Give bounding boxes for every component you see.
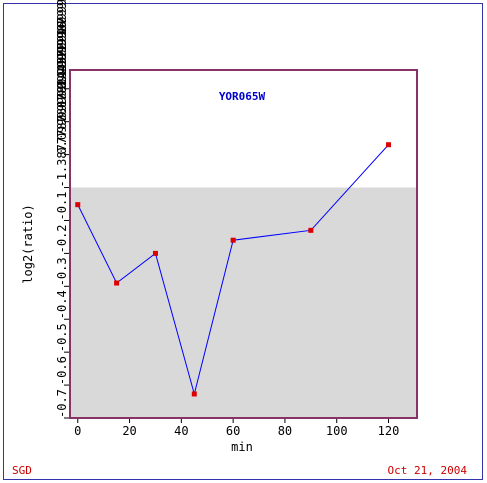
y-tick-label: -1.3877787807814457E-16	[55, 21, 69, 187]
y-tick-label: -0.2	[55, 224, 69, 253]
x-tick-label: 80	[278, 424, 292, 438]
footer-left: SGD	[12, 464, 32, 477]
y-tick-label: -0.7	[55, 389, 69, 418]
footer-right: Oct 21, 2004	[388, 464, 468, 477]
data-point	[75, 202, 81, 208]
data-point	[152, 250, 158, 256]
negative-region	[70, 187, 417, 418]
y-tick-label: 0.19999999999999987	[55, 0, 69, 122]
data-point	[191, 391, 197, 397]
data-point	[230, 237, 236, 243]
plot: -0.7 -0.6 -0.5 -0.4 -0.3 -0.2 -0.1 -1.387778780…	[55, 0, 417, 438]
x-axis-label: min	[231, 440, 253, 454]
x-tick-label: 40	[174, 424, 188, 438]
plot-frame	[69, 69, 418, 419]
x-tick-label: 20	[122, 424, 136, 438]
data-point	[386, 142, 392, 148]
y-tick-label: -0.1	[55, 192, 69, 221]
data-point	[308, 227, 314, 233]
data-point	[114, 280, 120, 286]
y-tick-label: -0.5	[55, 323, 69, 352]
y-tick-label: -0.4	[55, 290, 69, 319]
y-tick-label: 0.09999999999999987	[55, 17, 69, 154]
x-tick-label: 120	[378, 424, 400, 438]
y-tick-label: -0.6	[55, 356, 69, 385]
y-tick-label: 0.2999999999999999	[55, 0, 69, 89]
x-tick-label: 0	[74, 424, 81, 438]
y-tick-label: -0.3	[55, 257, 69, 286]
y-axis-label: log2(ratio)	[21, 204, 35, 283]
x-tick-label: 60	[226, 424, 240, 438]
x-tick-label: 100	[326, 424, 348, 438]
chart-title: YOR065W	[219, 90, 266, 103]
